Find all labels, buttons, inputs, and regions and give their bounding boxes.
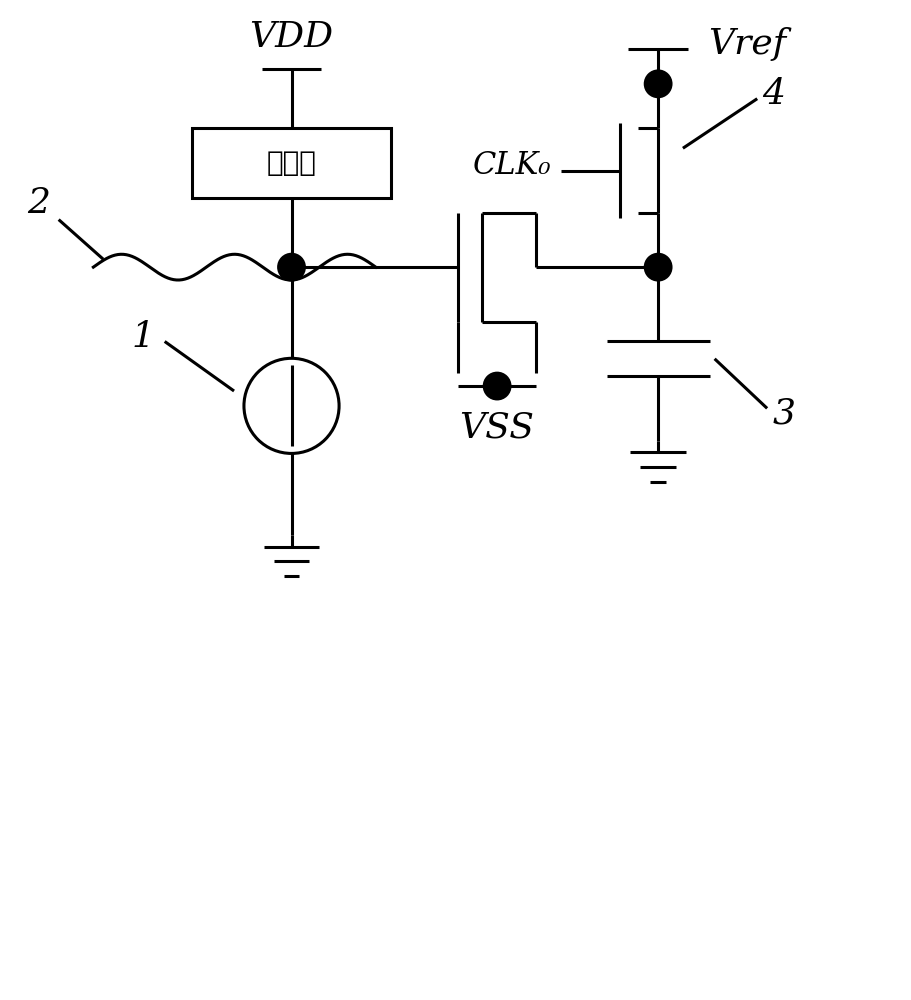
Text: VSS: VSS [459,411,534,445]
Text: 2: 2 [27,186,50,220]
Text: 1: 1 [131,320,155,354]
Circle shape [645,71,670,97]
Circle shape [645,254,670,280]
Text: VDD: VDD [250,20,333,54]
Text: 3: 3 [772,396,794,430]
Text: CLK₀: CLK₀ [472,150,550,181]
Text: Vref: Vref [707,27,785,61]
Text: 4: 4 [762,77,784,111]
Circle shape [279,254,304,280]
Text: 传感器: 传感器 [266,149,316,177]
Bar [192,128,390,198]
Circle shape [484,373,509,399]
